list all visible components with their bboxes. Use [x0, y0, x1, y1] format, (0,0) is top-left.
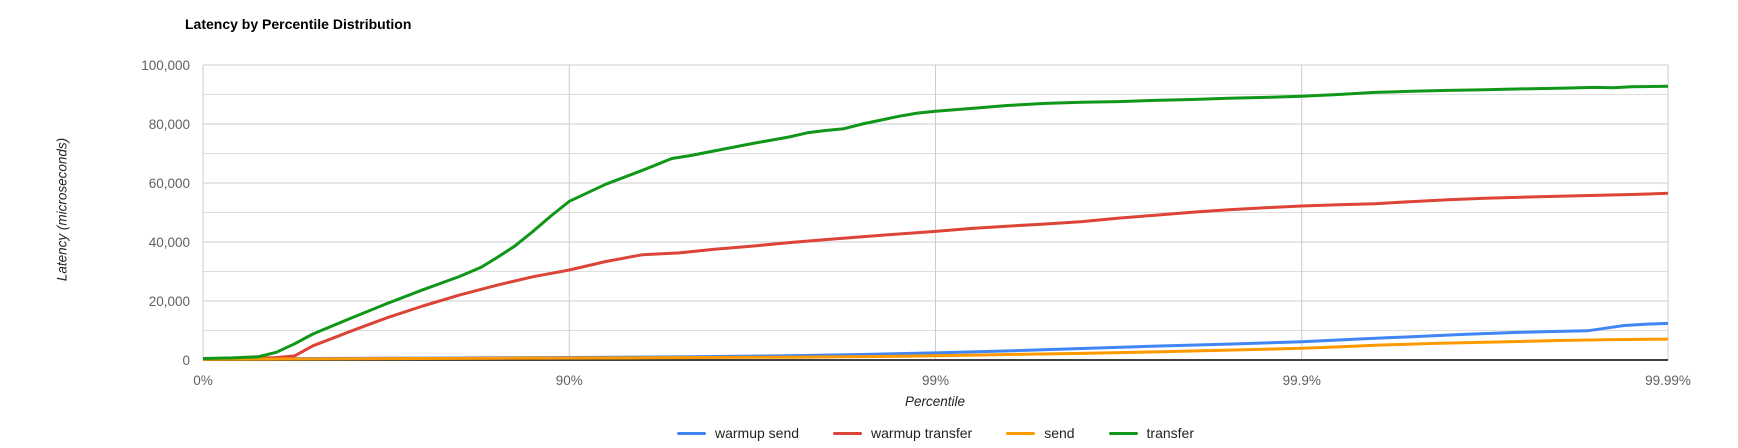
series-line-send[interactable]	[202, 337, 1669, 361]
series-line-transfer[interactable]	[202, 84, 1669, 360]
y-axis-title: Latency (microseconds)	[54, 137, 70, 282]
x-tick-label: 0%	[193, 373, 213, 388]
x-tick-label: 90%	[556, 373, 583, 388]
y-tick-label: 80,000	[149, 117, 190, 132]
chart-legend: warmup send warmup transfer send transfer	[203, 424, 1668, 442]
legend-label: warmup transfer	[871, 425, 973, 441]
x-axis-title: Percentile	[904, 394, 966, 409]
y-tick-label: 40,000	[149, 235, 190, 250]
y-tick-label: 20,000	[149, 294, 190, 309]
y-tick-label: 0	[182, 353, 190, 368]
legend-swatch-icon	[1108, 431, 1138, 435]
x-tick-label: 99.99%	[1645, 373, 1691, 388]
legend-swatch-icon	[676, 431, 706, 435]
y-tick-label: 100,000	[141, 58, 190, 73]
y-tick-label: 60,000	[149, 176, 190, 191]
legend-label: warmup send	[714, 425, 800, 441]
legend-swatch-icon	[1006, 431, 1036, 435]
chart-title: Latency by Percentile Distribution	[185, 16, 412, 32]
legend-label: transfer	[1146, 425, 1195, 441]
series-line-warmup-transfer[interactable]	[202, 191, 1669, 361]
legend-item-warmup-transfer[interactable]: warmup transfer	[833, 425, 972, 441]
legend-item-send[interactable]: send	[1006, 425, 1075, 441]
legend-swatch-icon	[833, 431, 863, 435]
legend-item-warmup-send[interactable]: warmup send	[676, 425, 800, 441]
x-tick-label: 99%	[922, 373, 949, 388]
legend-item-transfer[interactable]: transfer	[1108, 425, 1195, 441]
x-tick-label: 99.9%	[1283, 373, 1321, 388]
legend-label: send	[1044, 425, 1075, 441]
